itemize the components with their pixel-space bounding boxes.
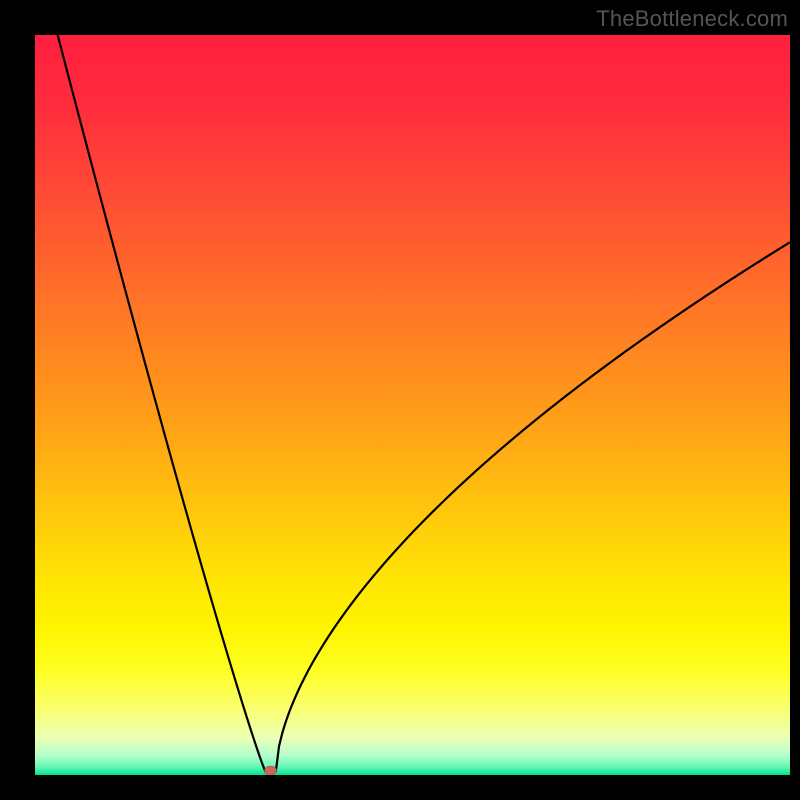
chart-svg bbox=[35, 35, 790, 775]
gradient-background bbox=[35, 35, 790, 775]
optimal-point-marker bbox=[265, 766, 277, 775]
plot-area bbox=[35, 35, 790, 775]
watermark-text: TheBottleneck.com bbox=[596, 6, 788, 32]
chart-frame: TheBottleneck.com bbox=[0, 0, 800, 800]
